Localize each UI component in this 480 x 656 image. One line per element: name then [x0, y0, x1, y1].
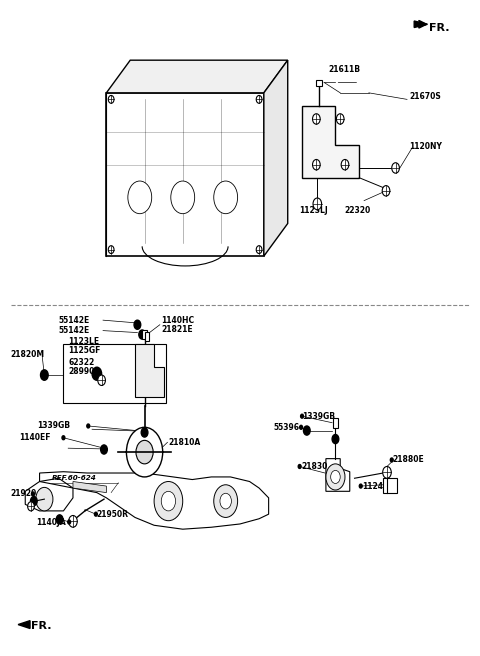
Bar — [333, 418, 338, 428]
Text: 1140JA: 1140JA — [36, 518, 65, 527]
Polygon shape — [107, 60, 288, 93]
Text: 21920: 21920 — [10, 489, 36, 499]
Circle shape — [214, 485, 238, 518]
Polygon shape — [414, 21, 428, 28]
Circle shape — [141, 428, 148, 437]
Text: 21810A: 21810A — [168, 438, 201, 447]
Circle shape — [332, 434, 339, 443]
Text: 21670S: 21670S — [409, 92, 441, 100]
Circle shape — [108, 246, 114, 253]
Circle shape — [256, 246, 262, 253]
Text: 1140HC: 1140HC — [161, 316, 194, 325]
Text: 21611B: 21611B — [328, 66, 360, 75]
Circle shape — [360, 484, 362, 488]
Text: 1123LJ: 1123LJ — [300, 206, 328, 215]
Text: 21821E: 21821E — [161, 325, 193, 334]
Text: 22320: 22320 — [344, 206, 370, 215]
Circle shape — [136, 440, 153, 464]
Text: 55142E: 55142E — [59, 326, 90, 335]
Circle shape — [220, 493, 231, 509]
Text: 21950R: 21950R — [97, 510, 129, 519]
Circle shape — [28, 502, 34, 511]
Circle shape — [341, 159, 349, 170]
Circle shape — [126, 427, 163, 477]
Text: REF.60-624: REF.60-624 — [51, 475, 96, 482]
Circle shape — [336, 113, 344, 124]
Text: 55142E: 55142E — [59, 316, 90, 325]
Polygon shape — [18, 621, 30, 628]
Polygon shape — [135, 344, 164, 397]
Text: 21880E: 21880E — [393, 455, 424, 464]
Text: 62322: 62322 — [68, 358, 95, 367]
Circle shape — [300, 414, 303, 418]
Circle shape — [139, 330, 145, 339]
Circle shape — [32, 492, 34, 496]
Text: 1120NY: 1120NY — [409, 142, 442, 151]
Bar — [144, 332, 149, 340]
Circle shape — [69, 516, 77, 527]
Circle shape — [161, 491, 176, 511]
Bar — [316, 80, 322, 87]
Circle shape — [87, 424, 90, 428]
Polygon shape — [25, 482, 73, 511]
Text: 1123LE: 1123LE — [68, 337, 99, 346]
Circle shape — [68, 520, 71, 524]
Circle shape — [214, 181, 238, 214]
Bar — [142, 329, 147, 339]
Text: 1339GB: 1339GB — [37, 422, 70, 430]
Text: 1124AA: 1124AA — [362, 482, 395, 491]
Circle shape — [390, 458, 393, 462]
Circle shape — [62, 436, 65, 440]
Circle shape — [326, 464, 345, 490]
Text: 21820M: 21820M — [10, 350, 44, 359]
Circle shape — [134, 320, 141, 329]
Circle shape — [303, 426, 310, 435]
Circle shape — [108, 96, 114, 103]
Text: 1339GB: 1339GB — [302, 412, 335, 420]
Text: FR.: FR. — [32, 621, 52, 631]
Polygon shape — [326, 459, 350, 491]
Circle shape — [36, 487, 53, 511]
Circle shape — [56, 515, 63, 524]
Circle shape — [31, 497, 37, 506]
Circle shape — [171, 181, 195, 214]
Polygon shape — [39, 472, 269, 529]
Circle shape — [92, 367, 102, 380]
Bar — [63, 344, 166, 403]
Circle shape — [154, 482, 183, 521]
Polygon shape — [107, 93, 264, 256]
Circle shape — [101, 445, 108, 454]
Circle shape — [313, 198, 322, 210]
Circle shape — [298, 464, 301, 468]
Polygon shape — [73, 482, 107, 493]
Text: 28990A: 28990A — [68, 367, 100, 377]
Text: 1125GF: 1125GF — [68, 346, 101, 355]
Circle shape — [331, 470, 340, 483]
Text: 55396: 55396 — [274, 422, 300, 432]
Circle shape — [95, 512, 97, 516]
Circle shape — [392, 163, 399, 173]
Circle shape — [383, 466, 391, 478]
Circle shape — [256, 96, 262, 103]
Circle shape — [312, 159, 320, 170]
Circle shape — [40, 370, 48, 380]
Polygon shape — [302, 106, 360, 178]
Bar — [383, 478, 397, 493]
Circle shape — [128, 181, 152, 214]
Circle shape — [312, 113, 320, 124]
Text: FR.: FR. — [429, 22, 449, 33]
Polygon shape — [264, 60, 288, 256]
Circle shape — [382, 186, 390, 196]
Circle shape — [300, 425, 302, 429]
Text: 21830: 21830 — [301, 462, 327, 471]
Circle shape — [98, 375, 106, 386]
Text: 1140EF: 1140EF — [20, 433, 51, 442]
